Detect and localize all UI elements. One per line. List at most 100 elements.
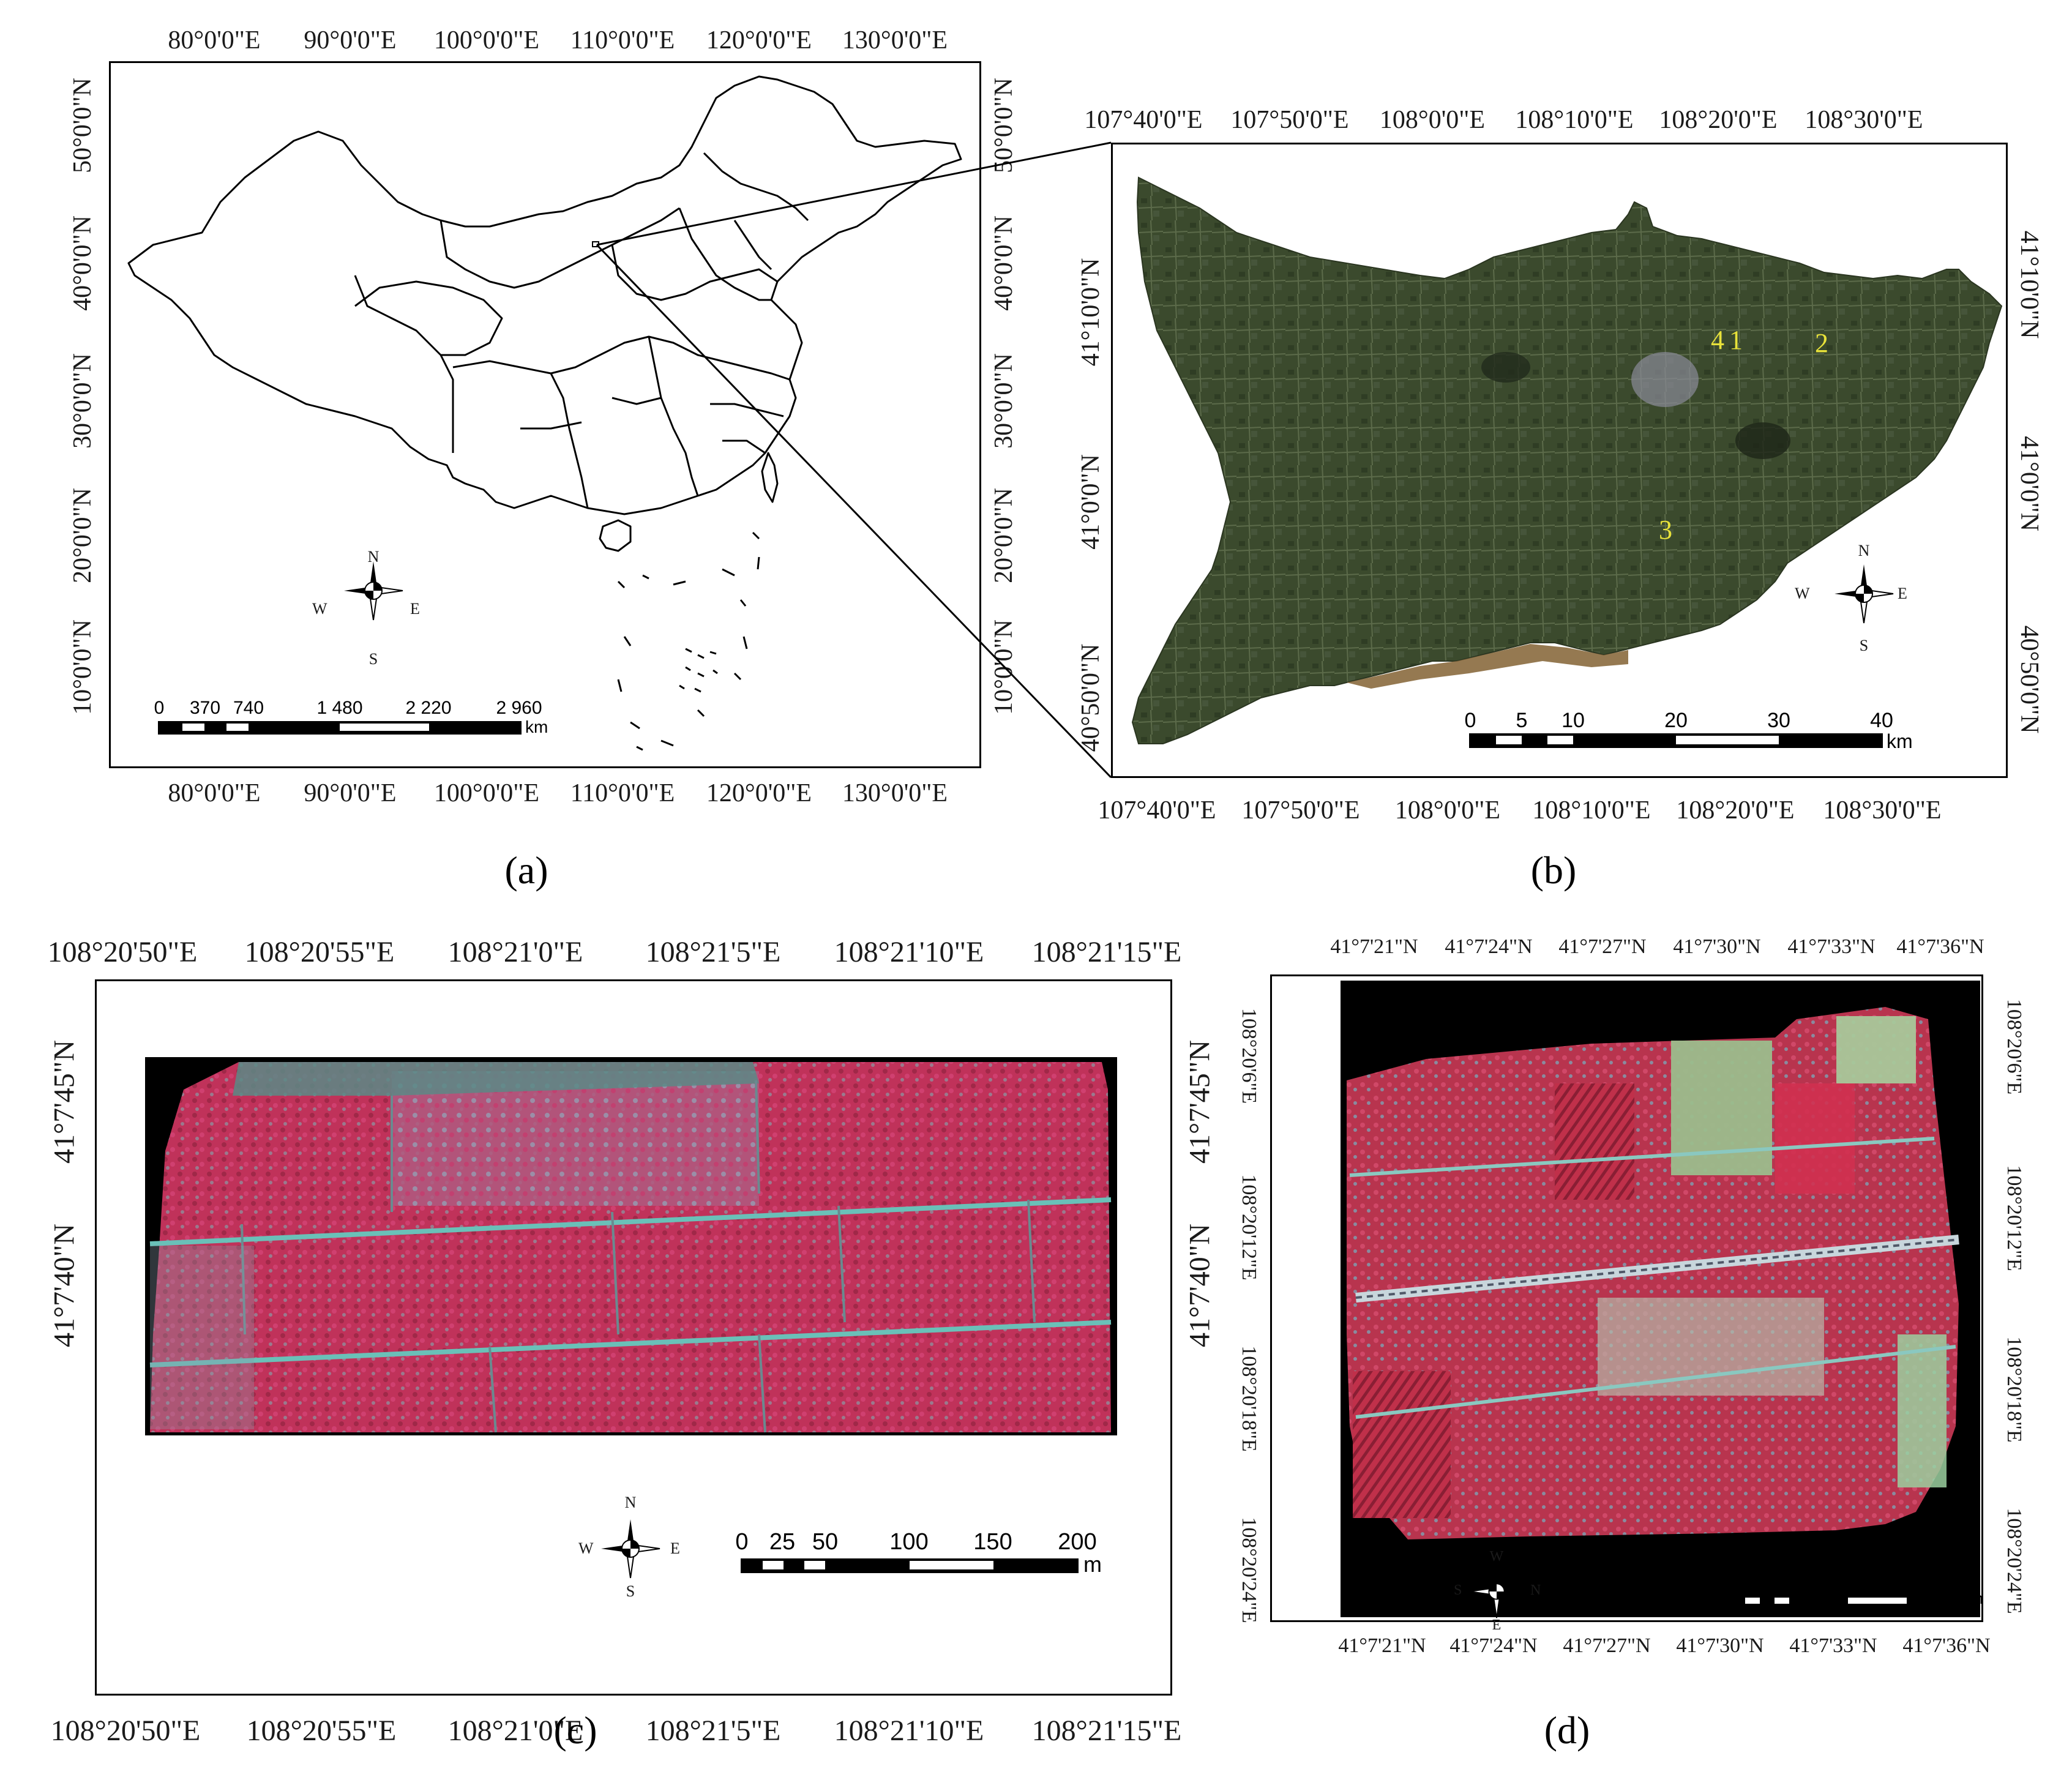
d-top-lat-2: 41°7'24"N bbox=[1445, 935, 1533, 958]
a-bottom-lon-6: 130°0'0"E bbox=[842, 779, 948, 807]
c-compass-w: W bbox=[578, 1539, 594, 1557]
d-scale-0: 0 bbox=[1726, 1572, 1735, 1591]
d-bottom-lat-2: 41°7'24"N bbox=[1449, 1634, 1538, 1657]
a-scale-bar bbox=[158, 721, 522, 735]
c-scale-3: 100 bbox=[889, 1529, 929, 1555]
a-top-lon-4: 110°0'0"E bbox=[570, 26, 675, 54]
c-top-lon-3: 108°21'0"E bbox=[447, 936, 583, 968]
c-scale-1: 25 bbox=[769, 1529, 796, 1555]
panel-a-frame bbox=[109, 61, 981, 768]
china-outline-map bbox=[127, 75, 1112, 779]
c-top-lon-2: 108°20'55"E bbox=[244, 936, 395, 968]
panel-d: 41°7'21"N 41°7'24"N 41°7'27"N 41°7'30"N … bbox=[1224, 906, 2072, 1769]
b-compass-rose-icon bbox=[1835, 564, 1894, 624]
d-compass-e: E bbox=[1492, 1617, 1502, 1633]
a-leader-top bbox=[596, 141, 1112, 246]
c-bottom-lon-1: 108°20'50"E bbox=[50, 1715, 201, 1747]
a-top-lon-1: 80°0'0"E bbox=[168, 26, 261, 54]
d-bottom-lat-1: 41°7'21"N bbox=[1338, 1634, 1426, 1657]
d-scale-3: 100 bbox=[1832, 1572, 1861, 1591]
a-scale-0: 0 bbox=[154, 698, 165, 718]
a-bottom-lon-5: 120°0'0"E bbox=[706, 779, 812, 807]
c-uav-image bbox=[145, 1057, 1117, 1435]
d-scale-1: 25 bbox=[1748, 1572, 1768, 1591]
d-caption: (d) bbox=[1544, 1708, 1590, 1752]
c-top-lon-5: 108°21'10"E bbox=[834, 936, 984, 968]
a-compass-w: W bbox=[312, 600, 327, 618]
b-bottom-lon-4: 108°10'0"E bbox=[1532, 796, 1651, 825]
d-top-lat-5: 41°7'33"N bbox=[1787, 935, 1876, 958]
d-bottom-lat-5: 41°7'33"N bbox=[1789, 1634, 1877, 1657]
b-top-lon-1: 107°40'0"E bbox=[1084, 106, 1203, 134]
b-compass-e: E bbox=[1898, 585, 1907, 602]
b-top-lon-3: 108°0'0"E bbox=[1379, 106, 1486, 134]
b-scale-0: 0 bbox=[1464, 709, 1476, 732]
b-bottom-lon-5: 108°20'0"E bbox=[1676, 796, 1795, 825]
c-scale-0: 0 bbox=[735, 1529, 749, 1555]
d-scale-bar bbox=[1729, 1595, 1967, 1607]
d-top-lat-3: 41°7'27"N bbox=[1558, 935, 1647, 958]
c-scale-unit: m bbox=[1083, 1552, 1102, 1577]
c-top-lon-6: 108°21'15"E bbox=[1031, 936, 1182, 968]
c-top-lon-1: 108°20'50"E bbox=[47, 936, 198, 968]
b-scale-4: 30 bbox=[1767, 709, 1790, 732]
c-compass-e: E bbox=[670, 1539, 680, 1557]
a-scale-2: 740 bbox=[233, 698, 264, 718]
d-compass-s: S bbox=[1454, 1582, 1462, 1598]
d-bottom-lat-4: 41°7'30"N bbox=[1676, 1634, 1764, 1657]
b-bottom-lon-1: 107°40'0"E bbox=[1098, 796, 1216, 825]
a-top-lon-2: 90°0'0"E bbox=[304, 26, 397, 54]
d-uav-image bbox=[1341, 981, 1980, 1617]
a-compass-rose-icon bbox=[344, 561, 403, 621]
d-bottom-lat-3: 41°7'27"N bbox=[1563, 1634, 1651, 1657]
b-site-3: 3 bbox=[1659, 515, 1672, 545]
c-compass-n: N bbox=[624, 1494, 637, 1511]
b-scale-unit: km bbox=[1887, 730, 1913, 752]
b-scale-1: 5 bbox=[1516, 709, 1528, 732]
b-top-lon-5: 108°20'0"E bbox=[1659, 106, 1778, 134]
panel-b: 107°40'0"E 107°50'0"E 108°0'0"E 108°10'0… bbox=[1041, 0, 2072, 906]
a-bottom-lon-2: 90°0'0"E bbox=[304, 779, 397, 807]
d-scale-2: 50 bbox=[1778, 1572, 1797, 1591]
b-caption: (b) bbox=[1530, 848, 1577, 892]
b-scale-3: 20 bbox=[1664, 709, 1688, 732]
d-compass-w: W bbox=[1489, 1549, 1504, 1565]
b-top-lon-2: 107°50'0"E bbox=[1230, 106, 1349, 134]
c-bottom-lon-4: 108°21'5"E bbox=[645, 1715, 781, 1747]
c-compass-s: S bbox=[626, 1582, 635, 1600]
a-scale-1: 370 bbox=[189, 698, 221, 718]
c-scale-2: 50 bbox=[812, 1529, 839, 1555]
a-bottom-lon-3: 100°0'0"E bbox=[433, 779, 540, 807]
c-bottom-lon-3: 108°21'0"E bbox=[447, 1715, 583, 1747]
b-site-4: 4 bbox=[1711, 325, 1724, 355]
d-top-lat-1: 41°7'21"N bbox=[1330, 935, 1418, 958]
a-leader-bottom bbox=[596, 244, 1112, 779]
b-compass-s: S bbox=[1859, 637, 1869, 654]
a-compass-n: N bbox=[367, 548, 380, 566]
c-scale-5: 200 bbox=[1058, 1529, 1097, 1555]
b-bottom-lon-6: 108°30'0"E bbox=[1823, 796, 1942, 825]
b-site-2: 2 bbox=[1815, 328, 1828, 358]
b-scale-2: 10 bbox=[1561, 709, 1585, 732]
a-scale-5: 2 960 bbox=[496, 698, 542, 718]
a-scale-3: 1 480 bbox=[316, 698, 363, 718]
a-compass-e: E bbox=[410, 600, 420, 618]
c-scale-bar bbox=[741, 1558, 1079, 1573]
d-scale-4: 150 bbox=[1891, 1572, 1920, 1591]
b-site-1: 1 bbox=[1729, 325, 1743, 355]
c-scale-4: 150 bbox=[973, 1529, 1012, 1555]
c-bottom-lon-6: 108°21'15"E bbox=[1031, 1715, 1182, 1747]
panel-a: 80°0'0"E 90°0'0"E 100°0'0"E 110°0'0"E 12… bbox=[0, 0, 1112, 906]
d-compass-n: N bbox=[1530, 1582, 1541, 1598]
a-top-lon-5: 120°0'0"E bbox=[706, 26, 812, 54]
b-satellite-image bbox=[1131, 176, 2003, 744]
a-scale-unit: km bbox=[525, 717, 548, 736]
d-scale-5: 200 bbox=[1949, 1572, 1978, 1591]
b-bottom-lon-2: 107°50'0"E bbox=[1241, 796, 1360, 825]
d-top-lat-6: 41°7'36"N bbox=[1896, 935, 1984, 958]
d-bottom-lat-6: 41°7'36"N bbox=[1902, 1634, 1991, 1657]
panel-c: 108°20'50"E 108°20'55"E 108°21'0"E 108°2… bbox=[0, 906, 1224, 1769]
d-top-lat-4: 41°7'30"N bbox=[1673, 935, 1761, 958]
c-compass-rose-icon bbox=[601, 1519, 660, 1579]
a-compass-s: S bbox=[368, 650, 378, 668]
